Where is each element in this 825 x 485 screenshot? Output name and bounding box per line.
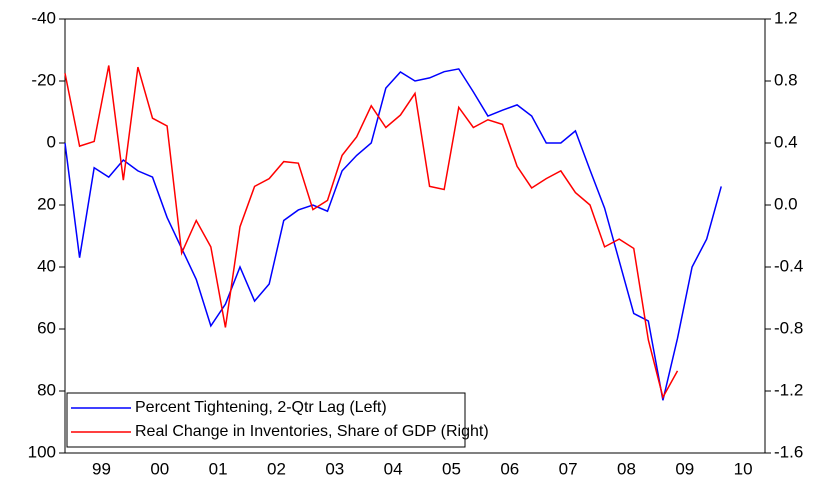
y-tick-label: 0 [47, 132, 56, 151]
y2-tick-label: 0.4 [774, 132, 798, 151]
y-tick-label: -20 [31, 70, 56, 89]
x-tick-label: 05 [442, 459, 461, 478]
y-tick-label: 60 [37, 318, 56, 337]
y2-tick-label: -0.8 [774, 318, 803, 337]
y-tick-label: 20 [37, 194, 56, 213]
y2-tick-label: 0.8 [774, 70, 798, 89]
y-tick-label: 40 [37, 256, 56, 275]
x-tick-label: 01 [209, 459, 228, 478]
y2-tick-label: -0.4 [774, 256, 803, 275]
y-tick-label: 100 [28, 442, 56, 461]
x-tick-label: 03 [325, 459, 344, 478]
x-tick-label: 99 [92, 459, 111, 478]
plot-frame [64, 18, 766, 454]
x-tick-label: 06 [500, 459, 519, 478]
legend: Percent Tightening, 2-Qtr Lag (Left) Real… [66, 392, 489, 448]
x-tick-label: 08 [617, 459, 636, 478]
y2-tick-label: 0.0 [774, 194, 798, 213]
y2-tick-label: -1.2 [774, 380, 803, 399]
x-tick-label: 07 [559, 459, 578, 478]
x-tick-label: 02 [267, 459, 286, 478]
series-line [64, 65, 679, 400]
y2-tick-label: -1.6 [774, 442, 803, 461]
x-tick-label: 00 [150, 459, 169, 478]
legend-box [66, 392, 466, 448]
legend-label: Real Change in Inventories, Share of GDP… [135, 423, 489, 440]
y2-tick-label: 1.2 [774, 8, 798, 27]
x-tick-label: 10 [734, 459, 753, 478]
x-tick-label: 04 [384, 459, 403, 478]
series-line [64, 68, 722, 401]
x-tick-label: 09 [675, 459, 694, 478]
legend-label: Percent Tightening, 2-Qtr Lag (Left) [135, 399, 387, 416]
y-tick-label: 80 [37, 380, 56, 399]
y-tick-label: -40 [31, 8, 56, 27]
